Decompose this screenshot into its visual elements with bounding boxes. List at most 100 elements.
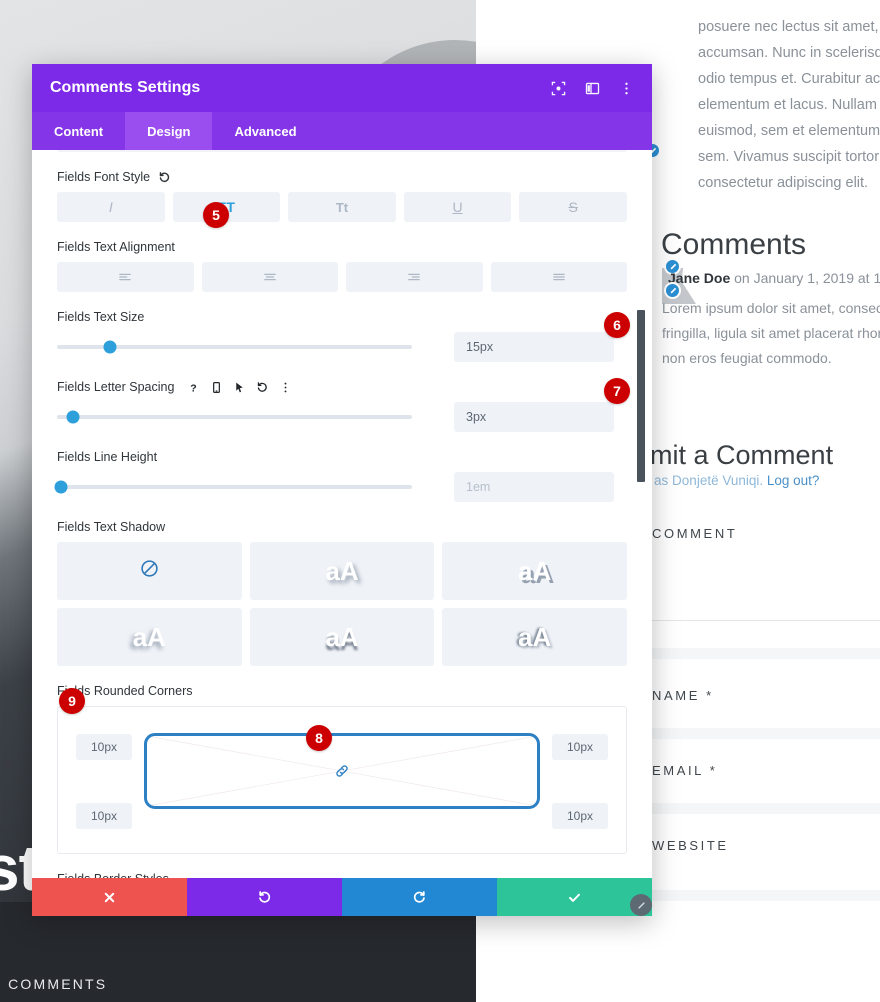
comments-settings-modal: Comments Settings Content — [32, 64, 652, 916]
tab-advanced[interactable]: Advanced — [234, 123, 297, 139]
footer-comments-count: 2 COMMENTS — [0, 976, 108, 992]
field-rule — [632, 620, 880, 621]
corner-bottom-right-value[interactable]: 10px — [552, 803, 608, 829]
annotation-badge-6: 6 — [604, 312, 630, 338]
align-right-button[interactable] — [346, 262, 483, 292]
font-style-small-caps[interactable]: Tt — [288, 192, 396, 222]
annotation-badge-7: 7 — [604, 378, 630, 404]
save-button[interactable] — [497, 878, 652, 916]
modal-body: Fields Font Style I TT Tt U S — [32, 150, 652, 878]
small-caps-icon: Tt — [335, 199, 349, 215]
fields-text-alignment-label: Fields Text Alignment — [57, 240, 175, 254]
edit-pin-icon[interactable] — [664, 282, 681, 299]
font-style-italic[interactable]: I — [57, 192, 165, 222]
align-center-button[interactable] — [201, 262, 338, 292]
rounded-corners-control: 10px 10px 10px 10px — [57, 706, 627, 854]
section-label: Fields Text Size — [57, 310, 627, 324]
reset-icon[interactable] — [255, 380, 269, 394]
annotation-badge-8: 8 — [306, 725, 332, 751]
annotation-badge-5: 5 — [203, 202, 229, 228]
italic-icon: I — [108, 199, 113, 215]
comments-heading: 2 Comments — [636, 228, 807, 261]
section-label: Fields Text Alignment — [57, 240, 627, 254]
section-label: Fields Text Shadow — [57, 520, 627, 534]
panel-layout-icon[interactable] — [584, 80, 600, 96]
field-divider — [632, 728, 880, 739]
comment-body: Lorem ipsum dolor sit amet, consectetu f… — [662, 300, 880, 366]
font-style-strikethrough[interactable]: S — [519, 192, 627, 222]
submit-comment-heading: ubmit a Comment — [620, 440, 834, 470]
line-height-slider-knob[interactable] — [54, 480, 68, 494]
section-label: Fields Rounded Corners — [57, 684, 627, 698]
page-scrollbar-thumb[interactable] — [637, 310, 645, 482]
shadow-soft-left-option[interactable]: aA — [57, 608, 242, 666]
form-label-email: EMAIL * — [652, 763, 718, 778]
section-label: Fields Font Style — [57, 170, 627, 184]
underline-icon: U — [452, 199, 463, 215]
section-fields-font-style: Fields Font Style I TT Tt U S — [32, 170, 652, 222]
target-icon[interactable] — [550, 80, 566, 96]
corner-top-right-value[interactable]: 10px — [552, 734, 608, 760]
field-divider — [632, 803, 880, 814]
shadow-hard-right-option[interactable]: aA — [442, 542, 627, 600]
edit-pin-icon[interactable] — [664, 258, 681, 275]
letter-spacing-slider-track[interactable] — [57, 410, 412, 424]
line-height-value[interactable]: 1em — [454, 472, 614, 502]
annotation-badge-9: 9 — [59, 688, 85, 714]
svg-text:?: ? — [190, 382, 196, 393]
section-label: Fields Line Height — [57, 450, 627, 464]
section-fields-line-height: Fields Line Height 1em — [32, 450, 652, 502]
shadow-none-option[interactable] — [57, 542, 242, 600]
help-icon[interactable]: ? — [186, 380, 200, 394]
modal-tabs: Content Design Advanced — [32, 112, 652, 150]
text-size-slider-knob[interactable] — [103, 340, 117, 354]
align-left-button[interactable] — [57, 262, 194, 292]
resize-handle[interactable] — [630, 894, 652, 916]
align-justify-button[interactable] — [490, 262, 627, 292]
section-label: Fields Border Styles — [57, 872, 627, 878]
cropped-setting-field[interactable] — [57, 150, 627, 152]
font-style-underline[interactable]: U — [403, 192, 512, 222]
modal-title: Comments Settings — [50, 79, 201, 96]
comment-author: Jane Doe — [668, 270, 731, 286]
text-size-slider-track[interactable] — [57, 340, 412, 354]
corner-top-left-value[interactable]: 10px — [76, 734, 132, 760]
fields-text-size-label: Fields Text Size — [57, 310, 145, 324]
line-height-slider-track[interactable] — [54, 480, 412, 494]
hover-cursor-icon[interactable] — [232, 380, 246, 394]
letter-spacing-slider-knob[interactable] — [66, 410, 80, 424]
redo-button[interactable] — [342, 878, 497, 916]
corner-preview-box — [144, 733, 540, 809]
link-icon[interactable] — [335, 764, 350, 779]
responsive-mobile-icon[interactable] — [209, 380, 223, 394]
kebab-menu-icon[interactable] — [278, 380, 292, 394]
tab-content[interactable]: Content — [54, 123, 104, 139]
kebab-menu-icon[interactable] — [618, 80, 634, 96]
logout-link[interactable]: Log out? — [766, 473, 820, 488]
text-size-value[interactable]: 15px — [454, 332, 614, 362]
section-label: Fields Letter Spacing ? — [57, 380, 627, 394]
field-divider — [632, 890, 880, 901]
tab-design[interactable]: Design — [125, 112, 213, 150]
section-fields-border-styles: Fields Border Styles — [32, 872, 652, 878]
section-fields-letter-spacing: Fields Letter Spacing ? — [32, 380, 652, 432]
fields-font-style-label: Fields Font Style — [57, 170, 151, 184]
corner-bottom-left-value[interactable]: 10px — [76, 803, 132, 829]
shadow-bottom-option[interactable]: aA — [249, 608, 435, 666]
letter-spacing-value[interactable]: 3px — [454, 402, 614, 432]
comment-date: on January 1, 2019 at 12:00 p — [734, 270, 880, 286]
form-label-comment: COMMENT — [652, 526, 738, 541]
shadow-outline-option[interactable]: aA — [442, 608, 627, 666]
reset-icon[interactable] — [158, 171, 171, 184]
undo-button[interactable] — [187, 878, 342, 916]
article-paragraph: posuere nec lectus sit amet, pulvina acc… — [698, 19, 880, 191]
fields-line-height-label: Fields Line Height — [57, 450, 158, 464]
modal-titlebar: Comments Settings — [32, 64, 652, 112]
shadow-soft-right-option[interactable]: aA — [249, 542, 435, 600]
comment-meta: Jane Doe on January 1, 2019 at 12:00 p — [668, 270, 880, 286]
fields-text-shadow-label: Fields Text Shadow — [57, 520, 166, 534]
cancel-button[interactable] — [32, 878, 187, 916]
form-label-website: WEBSITE — [652, 838, 729, 853]
section-fields-rounded-corners: Fields Rounded Corners 10px 10px 10px 10… — [32, 684, 652, 854]
footer-dark-strip — [0, 902, 476, 1002]
